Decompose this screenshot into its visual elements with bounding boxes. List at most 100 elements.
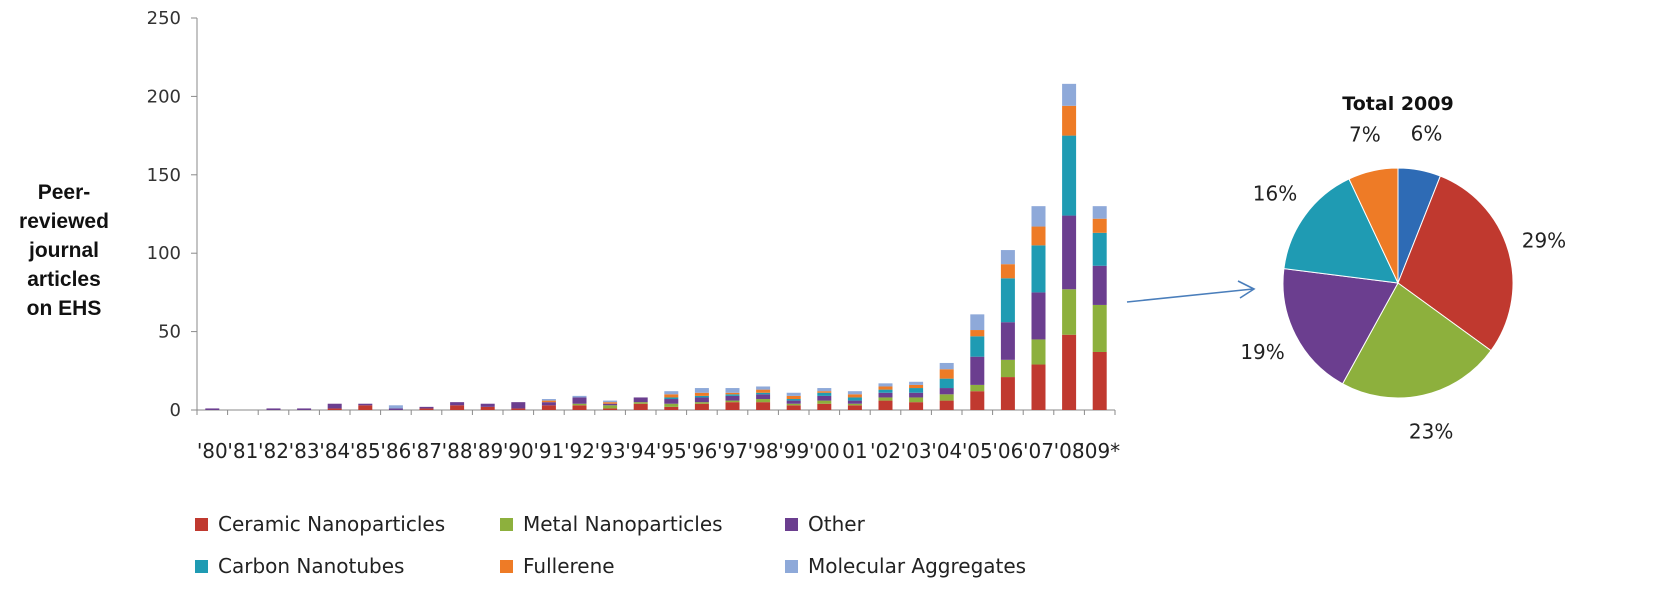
x-tick-label: '03 [901, 439, 932, 463]
y-tick-label: 50 [158, 322, 181, 343]
bar-segment [1062, 215, 1077, 290]
bar-segment [694, 402, 709, 404]
legend-swatch [785, 517, 798, 531]
pie-label: 29% [1522, 229, 1566, 253]
x-tick-label: '06 [992, 439, 1023, 463]
bar-segment [786, 403, 801, 406]
legend-item: Metal Nanoparticles [500, 512, 723, 536]
bar-segment [1000, 250, 1015, 265]
legend-label: Fullerene [523, 554, 615, 578]
bar-segment [1092, 265, 1107, 305]
bar-segment [817, 388, 832, 392]
bar-segment [756, 389, 771, 393]
legend-item: Fullerene [500, 554, 615, 578]
legend-label: Metal Nanoparticles [523, 512, 723, 536]
bar-segment [847, 397, 862, 401]
bar-segment [970, 330, 985, 337]
bar-segment [633, 402, 648, 404]
bar-segment [480, 403, 495, 407]
pie-label: 23% [1409, 419, 1453, 443]
x-tick-label: '88 [442, 439, 473, 463]
bar-segment [939, 362, 954, 370]
y-tick-label: 100 [147, 243, 181, 264]
legend-label: Carbon Nanotubes [218, 554, 405, 578]
x-tick-label: '81 [227, 439, 258, 463]
bar-segment [419, 406, 434, 409]
x-tick-label: '08 [1054, 439, 1085, 463]
bar-segment [450, 402, 465, 406]
bar-segment [664, 391, 679, 395]
bar-segment [878, 397, 893, 401]
bar-segment [1031, 245, 1046, 293]
bar-segment [817, 392, 832, 396]
bar-segment [725, 400, 740, 403]
bar-segment [511, 408, 526, 410]
bar-segment [388, 408, 403, 410]
bar-segment [1062, 135, 1077, 216]
bar-segment [756, 394, 771, 400]
bar-segment [756, 402, 771, 410]
bar-segment [725, 402, 740, 410]
bar-segment [1062, 105, 1077, 136]
bar-segment [541, 400, 556, 403]
bar-segment [541, 402, 556, 406]
bar-segment [1062, 83, 1077, 106]
bar-segment [756, 386, 771, 390]
bar-segment [1062, 334, 1077, 410]
bar-segment [817, 400, 832, 404]
legend-item: Other [785, 512, 865, 536]
x-tick-label: '89 [472, 439, 503, 463]
bar-segment [572, 403, 587, 406]
x-tick-label: '90 [503, 439, 534, 463]
bar-segment [327, 403, 342, 409]
bar-segment [756, 399, 771, 403]
bar-segment [694, 403, 709, 410]
bar-segment [909, 381, 924, 385]
legend-swatch [500, 517, 513, 531]
bar-segment [388, 405, 403, 409]
x-tick-label: '07 [1023, 439, 1054, 463]
legend-label: Ceramic Nanoparticles [218, 512, 446, 536]
bar-segment [1092, 232, 1107, 266]
legend: Ceramic Nanoparticles Metal Nanoparticles… [195, 510, 1195, 590]
bar-segment [541, 405, 556, 410]
x-tick-label: 01 [842, 439, 867, 463]
pie-slice [1341, 282, 1492, 399]
bar-segment [1031, 364, 1046, 410]
bar-segment [725, 394, 740, 396]
bar-segment [419, 408, 434, 410]
x-tick-label: '91 [533, 439, 564, 463]
legend-swatch [500, 559, 513, 573]
x-tick-label: '00 [809, 439, 840, 463]
bar-segment [664, 403, 679, 407]
bar-segment [664, 397, 679, 400]
x-tick-label: '95 [656, 439, 687, 463]
x-tick-label: '02 [870, 439, 901, 463]
y-axis-label: Peer-reviewed journal articles on EHS [19, 181, 109, 320]
bar-segment [511, 402, 526, 409]
bar-segment [756, 392, 771, 395]
bar-segment [909, 392, 924, 398]
bar-segment [847, 403, 862, 406]
bar-segment [480, 406, 495, 410]
bar-segment [725, 395, 740, 401]
pie-title: Total 2009 [1342, 93, 1453, 115]
bar-segment [694, 392, 709, 396]
bar-segment [939, 369, 954, 379]
x-tick-label: '05 [962, 439, 993, 463]
legend-swatch [195, 517, 208, 531]
bar-segment [970, 356, 985, 385]
legend-label: Molecular Aggregates [808, 554, 1027, 578]
x-tick-label: '96 [686, 439, 717, 463]
bar-segment [939, 394, 954, 401]
bar-segment [603, 400, 618, 403]
bar-segment [297, 408, 312, 410]
bar-segment [786, 399, 801, 401]
bar-segment [847, 400, 862, 404]
x-tick-label: '99 [778, 439, 809, 463]
bar-segment [909, 402, 924, 410]
bar-segment [909, 384, 924, 389]
legend-label: Other [808, 512, 865, 536]
bar-segment [358, 403, 373, 406]
